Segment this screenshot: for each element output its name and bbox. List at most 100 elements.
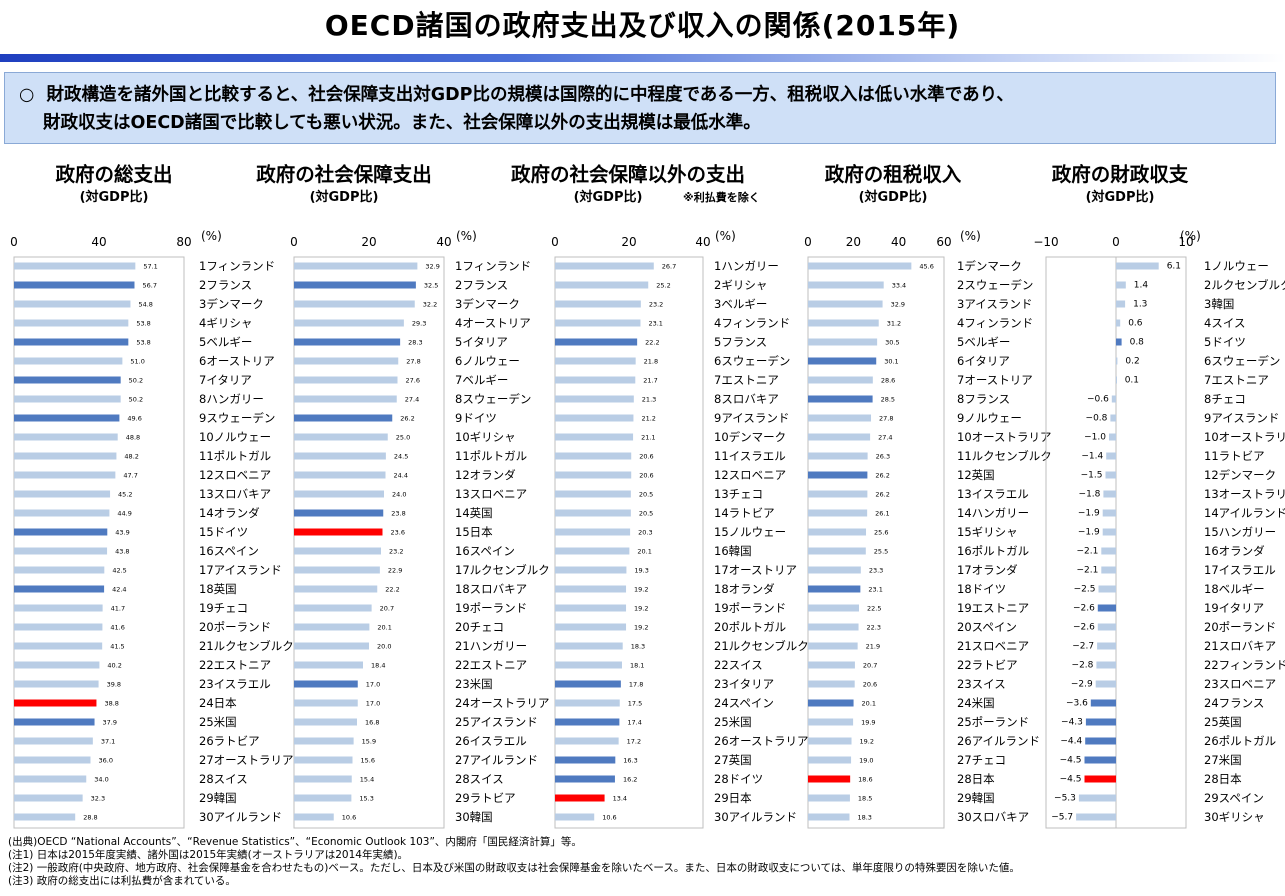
bar xyxy=(294,737,354,745)
category-label: 13チェコ xyxy=(714,487,763,501)
bar-japan xyxy=(808,775,851,783)
category-label: 28日本 xyxy=(1204,772,1242,786)
category-label: 24スペイン xyxy=(714,696,774,710)
bar xyxy=(555,661,622,669)
data-label: 37.1 xyxy=(101,738,115,746)
bar xyxy=(555,680,621,688)
bar xyxy=(14,718,95,726)
chart-subtitle: (対GDP比) xyxy=(859,189,928,205)
category-label: 28スイス xyxy=(199,772,248,786)
data-label: 26.2 xyxy=(875,472,889,480)
data-label: 21.7 xyxy=(643,377,657,385)
data-label: −2.8 xyxy=(1072,661,1094,671)
bar xyxy=(555,414,634,422)
bar xyxy=(555,319,641,327)
category-label: 1フィンランド xyxy=(199,259,275,273)
bar xyxy=(808,433,871,441)
category-label: 24オーストラリア xyxy=(455,696,550,710)
category-label: 14英国 xyxy=(455,506,493,520)
bar xyxy=(555,737,619,745)
category-label: 9アイスランド xyxy=(1204,411,1279,425)
axis-unit: (%) xyxy=(1180,229,1201,243)
category-label: 17オーストリア xyxy=(714,563,797,577)
category-label: 5ベルギー xyxy=(199,335,252,349)
category-label: 21ルクセンブルク xyxy=(714,639,809,653)
category-label: 20ポルトガル xyxy=(714,620,786,634)
data-label: 50.2 xyxy=(129,377,143,385)
data-label: 26.2 xyxy=(875,491,889,499)
chart-panel-4: 政府の租税収入 (対GDP比) 0 20 40 60 (%) 45.6 1デンマーク 33.4 2ス… xyxy=(804,163,1052,829)
axis-tick-label: 0 xyxy=(804,235,812,249)
category-label: 11ルクセンブルク xyxy=(957,449,1052,463)
data-label: −2.7 xyxy=(1072,642,1094,652)
bar xyxy=(294,718,357,726)
category-label: 11ポルトガル xyxy=(199,449,271,463)
category-label: 16スペイン xyxy=(199,544,259,558)
category-label: 17イスラエル xyxy=(1204,563,1276,577)
category-label: 22エストニア xyxy=(199,658,271,672)
category-label: 3デンマーク xyxy=(455,297,520,311)
data-label: 17.0 xyxy=(366,700,380,708)
data-label: 25.5 xyxy=(874,548,888,556)
bar xyxy=(555,775,615,783)
bar xyxy=(294,376,398,384)
bar xyxy=(14,642,103,650)
category-label: 20ポーランド xyxy=(1204,620,1276,634)
category-label: 20チェコ xyxy=(455,620,504,634)
category-label: 8スウェーデン xyxy=(455,392,531,406)
category-label: 18ドイツ xyxy=(957,582,1006,596)
category-label: 26オーストラリア xyxy=(714,734,809,748)
bar xyxy=(14,794,83,802)
category-label: 16オランダ xyxy=(1204,544,1265,558)
chart-subtitle: (対GDP比) xyxy=(574,189,643,205)
category-label: 5イタリア xyxy=(455,335,508,349)
category-label: 21スロバキア xyxy=(1204,639,1276,653)
category-label: 27英国 xyxy=(714,753,752,767)
data-label: 43.9 xyxy=(115,529,129,537)
data-label: 28.5 xyxy=(881,396,895,404)
data-label: 42.4 xyxy=(112,586,126,594)
bar xyxy=(294,281,416,289)
data-label: 15.9 xyxy=(362,738,376,746)
category-label: 30ギリシャ xyxy=(1204,810,1265,824)
data-label: 34.0 xyxy=(94,776,108,784)
bar xyxy=(808,661,855,669)
category-label: 2フランス xyxy=(455,278,508,292)
category-label: 30スロバキア xyxy=(957,810,1029,824)
bar xyxy=(294,585,378,593)
bar xyxy=(555,566,627,574)
category-label: 1デンマーク xyxy=(957,259,1022,273)
data-label: 48.8 xyxy=(126,434,140,442)
bar xyxy=(14,357,123,365)
axis-unit: (%) xyxy=(960,229,981,243)
bar xyxy=(294,680,358,688)
bar xyxy=(555,471,632,479)
data-label: −1.9 xyxy=(1078,528,1100,538)
bar xyxy=(14,528,108,536)
data-label: 19.2 xyxy=(634,624,648,632)
bar xyxy=(294,699,358,707)
bar xyxy=(1116,262,1159,270)
category-label: 12スロベニア xyxy=(199,468,271,482)
data-label: 18.6 xyxy=(858,776,872,784)
bar xyxy=(808,452,868,460)
bar xyxy=(1116,300,1126,308)
bar xyxy=(14,452,117,460)
category-label: 26アイルランド xyxy=(957,734,1040,748)
data-label: 41.6 xyxy=(110,624,124,632)
category-label: 5ドイツ xyxy=(1204,335,1246,349)
category-label: 3ベルギー xyxy=(714,297,767,311)
category-label: 27オーストラリア xyxy=(199,753,294,767)
bar xyxy=(294,547,381,555)
bar xyxy=(808,490,868,498)
data-label: −1.4 xyxy=(1081,452,1103,462)
data-label: 17.5 xyxy=(628,700,642,708)
data-label: 30.1 xyxy=(884,358,898,366)
bar xyxy=(1101,566,1116,574)
bar xyxy=(808,566,861,574)
data-label: 10.6 xyxy=(342,814,356,822)
bar xyxy=(1095,680,1116,688)
data-label: 21.2 xyxy=(641,415,655,423)
category-label: 22フィンランド xyxy=(1204,658,1285,672)
category-label: 25アイスランド xyxy=(455,715,538,729)
